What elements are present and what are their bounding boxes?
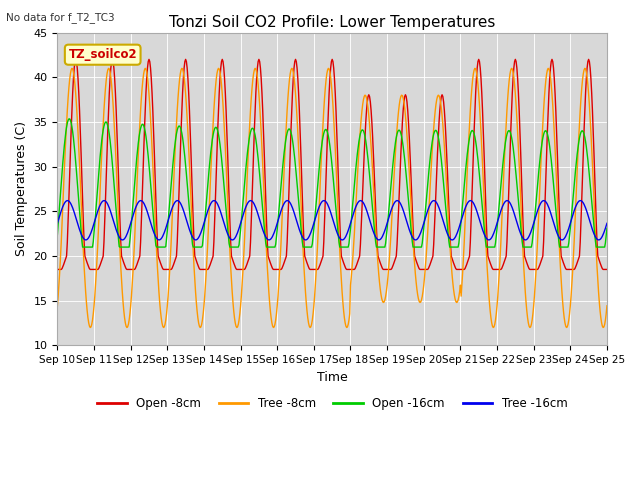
Y-axis label: Soil Temperatures (C): Soil Temperatures (C): [15, 121, 28, 256]
Legend: Open -8cm, Tree -8cm, Open -16cm, Tree -16cm: Open -8cm, Tree -8cm, Open -16cm, Tree -…: [92, 392, 572, 414]
Title: Tonzi Soil CO2 Profile: Lower Temperatures: Tonzi Soil CO2 Profile: Lower Temperatur…: [169, 15, 495, 30]
X-axis label: Time: Time: [317, 371, 348, 384]
Text: TZ_soilco2: TZ_soilco2: [68, 48, 137, 61]
Text: No data for f_T2_TC3: No data for f_T2_TC3: [6, 12, 115, 23]
